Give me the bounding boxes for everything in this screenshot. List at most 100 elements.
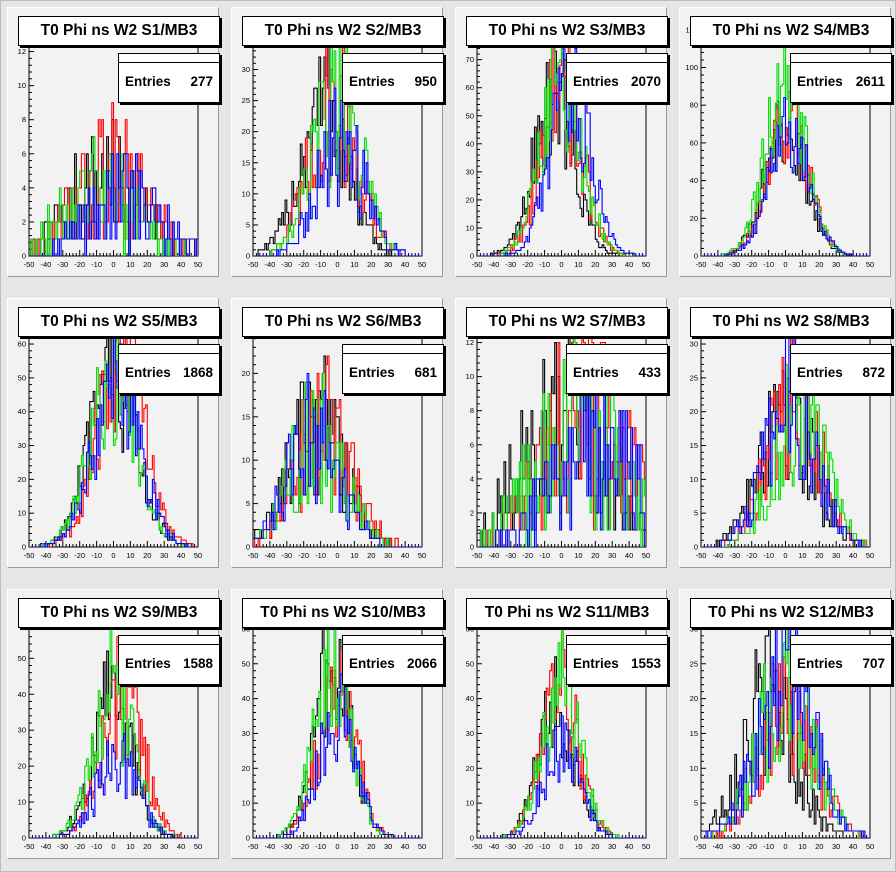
x-tick-label: -30 (729, 260, 740, 269)
histogram-series (253, 355, 422, 547)
histogram-title: T0 Phi ns W2 S7/MB3 (466, 307, 668, 337)
x-tick-label: 50 (194, 260, 202, 269)
x-tick-label: 20 (591, 842, 599, 851)
y-tick-label: 30 (466, 729, 474, 738)
stats-divider (567, 62, 667, 63)
x-tick-label: -50 (696, 260, 707, 269)
y-tick-label: 60 (18, 340, 26, 349)
y-tick-label: 15 (242, 158, 250, 167)
x-tick-label: 0 (111, 842, 115, 851)
histogram-pad: -50-40-30-20-10010203040500510152025T0 P… (231, 298, 444, 568)
entries-label: Entries (573, 365, 619, 380)
histogram-pad: -50 -40 -30 -20 -10 0 10 20 30 40 50 0 5 10 15 20 25 30 T0… (679, 589, 892, 859)
histogram-title: T0 Phi ns W2 S3/MB3 (466, 16, 668, 46)
histogram-plot: -50 -40 -30 -20 -10 0 10 20 30 40 50 0 5 10 15 20 25 30 (690, 607, 874, 851)
y-tick-label: 60 (466, 624, 474, 633)
x-tick-label: 50 (642, 551, 650, 560)
x-tick-label: 30 (384, 842, 392, 851)
x-tick-label: -20 (522, 551, 533, 560)
x-tick-label: 0 (783, 551, 787, 560)
y-tick-label: 0 (694, 834, 698, 843)
x-tick-label: 0 (559, 551, 563, 560)
x-tick-label: -40 (712, 842, 723, 851)
x-tick-label: 40 (177, 551, 185, 560)
y-tick-label: 0 (22, 834, 26, 843)
x-tick-label: 10 (574, 842, 582, 851)
entries-value: 2611 (855, 74, 885, 89)
histogram-plot: -50-40-30-20-100102030405002040608010012… (685, 25, 874, 269)
histogram-series (29, 329, 198, 547)
y-tick-label: 10 (18, 798, 26, 807)
stats-box: Entries 2066 (342, 635, 444, 685)
x-tick-label: 10 (126, 551, 134, 560)
histogram-title: T0 Phi ns W2 S6/MB3 (242, 307, 444, 337)
y-tick-label: 0 (246, 252, 250, 261)
stats-divider (343, 644, 443, 645)
stats-box: Entries 277 (118, 53, 220, 103)
x-tick-label: -10 (539, 551, 550, 560)
y-tick-label: 8 (470, 406, 474, 415)
x-tick-label: -10 (315, 842, 326, 851)
y-tick-label: 50 (18, 654, 26, 663)
x-tick-label: 10 (126, 260, 134, 269)
stats-box: Entries 681 (342, 344, 444, 394)
x-tick-label: -20 (746, 551, 757, 560)
x-tick-label: -10 (763, 842, 774, 851)
x-tick-label: -40 (40, 551, 51, 560)
histogram-series (477, 324, 646, 547)
histogram-plot: -50 -40 -30 -20 -10 0 10 20 30 40 50 0 10 20 30 40 50 60 (242, 607, 426, 851)
y-tick-label: 20 (466, 195, 474, 204)
x-tick-label: 0 (559, 842, 563, 851)
x-tick-label: -40 (488, 551, 499, 560)
histogram-series (701, 97, 870, 256)
histogram-series (253, 372, 422, 547)
entries-value: 277 (190, 74, 213, 89)
histogram-title: T0 Phi ns W2 S8/MB3 (690, 307, 892, 337)
x-tick-label: 50 (866, 842, 874, 851)
x-tick-label: 0 (111, 260, 115, 269)
x-tick-label: 30 (160, 260, 168, 269)
x-tick-label: -20 (746, 842, 757, 851)
y-tick-label: 0 (470, 834, 474, 843)
x-tick-label: 40 (177, 842, 185, 851)
x-tick-label: 20 (143, 260, 151, 269)
entries-label: Entries (125, 656, 171, 671)
stats-box: Entries 2070 (566, 53, 668, 103)
entries-label: Entries (349, 365, 395, 380)
x-tick-label: -40 (488, 842, 499, 851)
histogram-title: T0 Phi ns W2 S2/MB3 (242, 16, 444, 46)
y-tick-label: 30 (242, 65, 250, 74)
x-tick-label: 20 (591, 551, 599, 560)
entries-value: 872 (862, 365, 885, 380)
x-tick-label: 20 (815, 842, 823, 851)
histogram-pad: -50 -40 -30 -20 -10 0 10 20 30 40 50 0 2 4 6 8 10 12 T0 Ph… (455, 298, 668, 568)
histogram-series (477, 715, 646, 838)
stats-divider (119, 644, 219, 645)
y-tick-label: 0 (22, 252, 26, 261)
y-tick-label: 0 (22, 543, 26, 552)
x-tick-label: 20 (815, 551, 823, 560)
x-tick-label: 50 (642, 842, 650, 851)
histogram-pad: -50-40-30-20-10010203040500102030405060T… (7, 589, 220, 859)
y-tick-label: 30 (242, 729, 250, 738)
x-tick-label: -50 (24, 551, 35, 560)
x-tick-label: 50 (866, 260, 874, 269)
histogram-plot: -50 -40 -30 -20 -10 0 10 20 30 40 50 0 10 20 30 40 50 60 (18, 316, 202, 560)
histogram-title: T0 Phi ns W2 S12/MB3 (690, 598, 892, 628)
histogram-series (253, 649, 422, 838)
x-tick-label: 0 (335, 842, 339, 851)
x-tick-label: -20 (74, 842, 85, 851)
y-tick-label: 10 (242, 456, 250, 465)
y-tick-label: 30 (18, 726, 26, 735)
y-tick-label: 0 (470, 252, 474, 261)
stats-box: Entries 950 (342, 53, 444, 103)
y-tick-label: 70 (466, 55, 474, 64)
x-tick-label: 10 (798, 260, 806, 269)
y-tick-label: 30 (690, 340, 698, 349)
x-tick-label: 40 (625, 842, 633, 851)
y-tick-label: 40 (242, 694, 250, 703)
y-tick-label: 20 (690, 694, 698, 703)
histogram-plot: -50-40-30-20-100102030405005101520253035 (242, 25, 426, 269)
